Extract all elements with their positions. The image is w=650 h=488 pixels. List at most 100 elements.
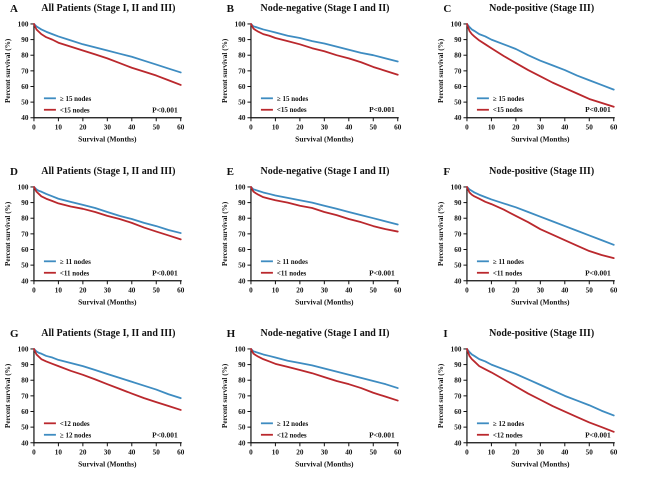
panel-letter: E xyxy=(226,165,234,178)
km-panel-c: C Node-positive (Stage III) 40 50 60 70 80 90… xyxy=(433,0,650,163)
survival-curve-red xyxy=(249,185,399,233)
x-tick-label: 50 xyxy=(586,449,594,457)
x-tick-label: 20 xyxy=(513,449,521,457)
y-tick-label: 90 xyxy=(455,361,463,369)
y-tick-label: 70 xyxy=(21,230,29,238)
y-tick-label: 80 xyxy=(238,214,246,222)
y-tick-label: 40 xyxy=(21,440,29,448)
y-tick-label: 70 xyxy=(238,67,246,75)
x-tick-label: 50 xyxy=(153,124,161,132)
x-tick-label: 30 xyxy=(320,449,328,457)
y-tick-label: 50 xyxy=(21,261,29,269)
y-tick-label: 100 xyxy=(234,183,245,191)
y-axis-label: Percent survival (%) xyxy=(4,38,12,103)
km-panel-i: I Node-positive (Stage III) 40 50 60 70 80 90… xyxy=(433,325,650,488)
legend-label: <15 nodes xyxy=(277,106,307,114)
panel-letter: G xyxy=(10,328,19,341)
x-tick-label: 10 xyxy=(55,449,63,457)
survival-curve-blue xyxy=(249,348,399,390)
survival-curve-red xyxy=(249,23,399,76)
x-tick-label: 0 xyxy=(249,286,253,294)
km-panel-a: A All Patients (Stage I, II and III) 40 5… xyxy=(0,0,217,163)
legend-label: ≥ 12 nodes xyxy=(60,432,92,440)
p-value-label: P<0.001 xyxy=(369,105,395,114)
y-tick-label: 60 xyxy=(455,246,463,254)
x-tick-label: 40 xyxy=(128,286,136,294)
y-tick-label: 90 xyxy=(21,36,29,44)
y-tick-label: 40 xyxy=(455,440,463,448)
p-value-label: P<0.001 xyxy=(585,105,611,114)
x-tick-label: 40 xyxy=(562,449,570,457)
x-tick-label: 0 xyxy=(32,124,36,132)
survival-chart: 40 50 60 70 80 90 100 0 10 20 30 40 50 60 Percent surv… xyxy=(437,346,618,469)
y-tick-label: 50 xyxy=(238,99,246,107)
x-axis-label: Survival (Months) xyxy=(512,460,571,469)
x-tick-label: 20 xyxy=(513,124,521,132)
y-tick-label: 90 xyxy=(238,199,246,207)
x-tick-label: 0 xyxy=(32,449,36,457)
panel-title: All Patients (Stage I, II and III) xyxy=(41,3,176,14)
survival-curve-blue xyxy=(33,23,182,74)
y-tick-label: 100 xyxy=(451,20,462,28)
x-tick-label: 10 xyxy=(488,286,496,294)
survival-curve-red xyxy=(249,348,399,402)
x-tick-label: 60 xyxy=(177,124,185,132)
y-tick-label: 100 xyxy=(451,183,462,191)
x-tick-label: 60 xyxy=(177,449,185,457)
x-tick-label: 60 xyxy=(394,449,402,457)
p-value-label: P<0.001 xyxy=(152,105,178,114)
x-tick-label: 30 xyxy=(537,449,545,457)
legend-label: <12 nodes xyxy=(60,420,90,428)
survival-chart: 40 50 60 70 80 90 100 0 10 20 30 40 50 60 Percent surv… xyxy=(4,346,185,469)
legend-label: <12 nodes xyxy=(493,432,523,440)
p-value-label: P<0.001 xyxy=(585,431,611,440)
survival-curve-blue xyxy=(33,185,182,234)
x-tick-label: 50 xyxy=(369,124,377,132)
survival-curve-red xyxy=(466,23,615,108)
panel-title: Node-negative (Stage I and II) xyxy=(260,3,390,14)
y-tick-label: 40 xyxy=(238,440,246,448)
x-axis-label: Survival (Months) xyxy=(295,135,354,144)
x-tick-label: 30 xyxy=(537,286,545,294)
p-value-label: P<0.001 xyxy=(585,268,611,277)
x-tick-label: 10 xyxy=(488,449,496,457)
y-tick-label: 50 xyxy=(21,424,29,432)
axes xyxy=(33,23,182,119)
y-tick-label: 100 xyxy=(234,346,245,354)
panel-title: Node-positive (Stage III) xyxy=(489,3,595,14)
survival-curve-blue xyxy=(466,23,615,91)
y-tick-label: 70 xyxy=(238,230,246,238)
y-axis-label: Percent survival (%) xyxy=(221,38,229,103)
axes xyxy=(33,349,182,444)
y-axis-label: Percent survival (%) xyxy=(4,201,12,266)
panel-title: All Patients (Stage I, II and III) xyxy=(41,328,176,340)
x-tick-label: 60 xyxy=(610,124,618,132)
x-tick-label: 60 xyxy=(610,449,618,457)
y-tick-label: 60 xyxy=(238,408,246,416)
x-tick-label: 10 xyxy=(488,124,496,132)
y-tick-label: 80 xyxy=(455,377,463,385)
y-tick-label: 40 xyxy=(238,277,246,285)
x-tick-label: 30 xyxy=(104,449,112,457)
panel-title: Node-negative (Stage I and II) xyxy=(260,328,390,340)
x-tick-label: 50 xyxy=(586,124,594,132)
y-tick-label: 40 xyxy=(455,114,463,122)
y-tick-label: 60 xyxy=(21,83,29,91)
x-tick-label: 10 xyxy=(271,286,279,294)
x-tick-label: 60 xyxy=(394,124,402,132)
y-tick-label: 80 xyxy=(21,52,29,60)
survival-chart: 40 50 60 70 80 90 100 0 10 20 30 40 50 60 Percent surv… xyxy=(437,183,618,306)
survival-chart: 40 50 60 70 80 90 100 0 10 20 30 40 50 60 Percent surv… xyxy=(221,20,402,144)
y-tick-label: 50 xyxy=(455,261,463,269)
y-tick-label: 80 xyxy=(455,52,463,60)
x-axis-label: Survival (Months) xyxy=(295,297,354,306)
x-tick-label: 20 xyxy=(296,124,304,132)
y-tick-label: 100 xyxy=(234,20,245,28)
y-axis-label: Percent survival (%) xyxy=(437,38,445,103)
y-tick-label: 60 xyxy=(238,246,246,254)
x-tick-label: 30 xyxy=(320,124,328,132)
y-tick-label: 60 xyxy=(238,83,246,91)
legend-label: <15 nodes xyxy=(493,106,523,114)
panel-title: Node-positive (Stage III) xyxy=(489,165,595,177)
